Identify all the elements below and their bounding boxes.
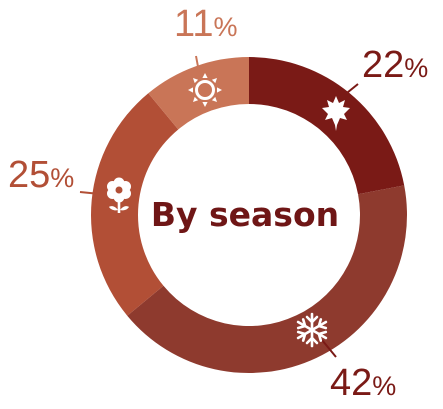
data-label-spring: 25% bbox=[8, 154, 74, 196]
chart-title: By season bbox=[151, 195, 339, 234]
leader-line-spring bbox=[79, 191, 101, 195]
leader-line-winter bbox=[321, 339, 337, 358]
donut-slice-spring bbox=[91, 93, 179, 316]
donut-slice-winter bbox=[127, 185, 407, 373]
leader-line-summer bbox=[195, 55, 200, 73]
flower-icon bbox=[107, 177, 131, 213]
data-label-autumn: 22% bbox=[362, 44, 428, 86]
leader-line-autumn bbox=[336, 83, 359, 102]
data-label-summer: 11% bbox=[174, 3, 237, 45]
donut-slice-autumn bbox=[249, 57, 405, 195]
data-label-winter: 42% bbox=[330, 362, 396, 404]
